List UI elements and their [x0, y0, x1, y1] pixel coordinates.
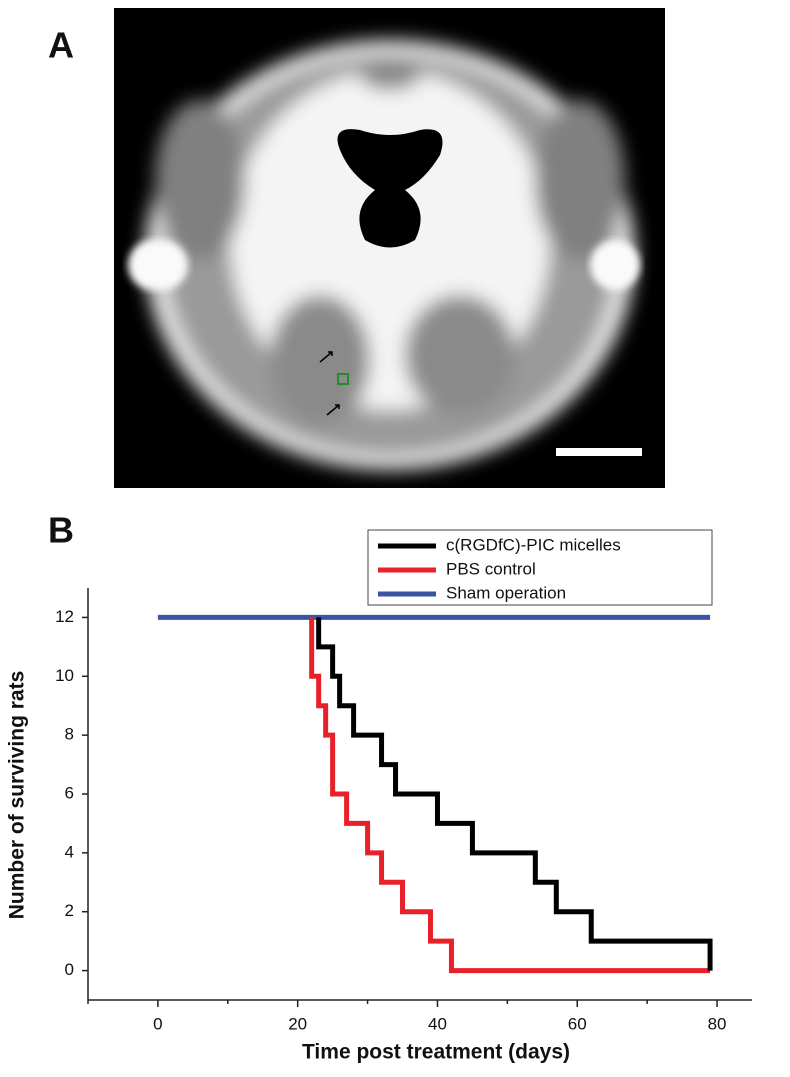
x-tick-label: 60 [568, 1014, 587, 1033]
y-axis-title: Number of surviving rats [6, 671, 29, 920]
y-tick-label: 0 [65, 960, 74, 979]
x-tick-label: 20 [288, 1014, 307, 1033]
y-tick-label: 12 [55, 607, 74, 626]
y-tick-label: 10 [55, 666, 74, 685]
x-tick-label: 0 [153, 1014, 162, 1033]
y-tick-label: 8 [65, 725, 74, 744]
y-tick-label: 6 [65, 783, 74, 802]
legend-label: Sham operation [446, 583, 566, 602]
panel-label: A [48, 25, 74, 66]
legend-label: c(RGDfC)-PIC micelles [446, 535, 621, 554]
legend-label: PBS control [446, 559, 536, 578]
ct-image [114, 8, 665, 488]
x-axis-title: Time post treatment (days) [302, 1041, 570, 1064]
survival-line [316, 617, 713, 971]
y-tick-label: 4 [65, 842, 74, 861]
panel-label: B [48, 510, 74, 551]
x-tick-label: 40 [428, 1014, 447, 1033]
survival-line [309, 617, 711, 974]
y-tick-label: 2 [65, 901, 74, 920]
x-tick-label: 80 [708, 1014, 727, 1033]
